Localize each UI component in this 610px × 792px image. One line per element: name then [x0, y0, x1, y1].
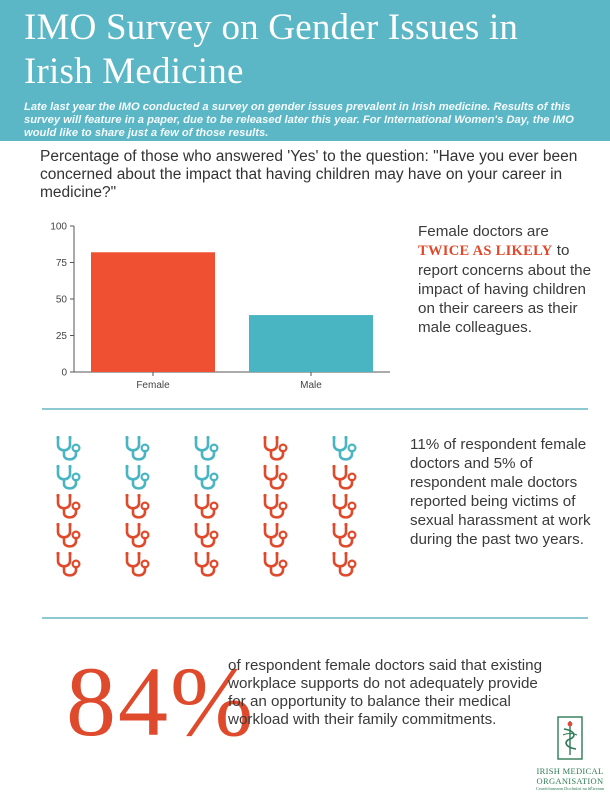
- stethoscope-icon: [194, 464, 219, 490]
- stethoscope-icon: [263, 464, 288, 490]
- x-tick-label: Male: [300, 380, 322, 391]
- stethoscope-grid: [56, 436, 357, 577]
- stethoscope-icon: [332, 436, 357, 461]
- note-post: to report concerns about the impact of h…: [418, 242, 592, 336]
- workplace-note: of respondent female doctors said that e…: [228, 657, 543, 728]
- stethoscope-icon: [194, 436, 219, 461]
- stethoscope-icon: [125, 551, 150, 577]
- y-tick-label: 100: [50, 222, 67, 233]
- stethoscope-icon: [263, 551, 288, 577]
- bar-female: [91, 252, 215, 372]
- survey-question: Percentage of those who answered 'Yes' t…: [40, 148, 578, 201]
- harassment-note: 11% of respondent female doctors and 5% …: [410, 436, 591, 548]
- logo-line2: ORGANISATION: [536, 776, 604, 786]
- stethoscope-icon: [56, 464, 81, 490]
- stethoscope-icon: [125, 464, 150, 490]
- intro-text: Late last year the IMO conducted a surve…: [24, 101, 574, 139]
- stethoscope-icon: [263, 436, 288, 461]
- caduceus-icon: [557, 716, 583, 760]
- x-tick-label: Female: [136, 380, 170, 391]
- stethoscope-icon: [56, 522, 81, 548]
- note-pre: Female doctors are: [418, 223, 549, 240]
- stethoscope-icon: [194, 551, 219, 577]
- stethoscope-icon: [263, 493, 288, 519]
- workplace-percent: 84%: [66, 646, 256, 757]
- children-concern-note: Female doctors are TWICE AS LIKELY to re…: [418, 222, 598, 337]
- stethoscope-icon: [56, 493, 81, 519]
- stethoscope-icon: [125, 522, 150, 548]
- note-emphasis: TWICE AS LIKELY: [418, 243, 553, 259]
- stethoscope-icon: [332, 493, 357, 519]
- stethoscope-icon: [194, 522, 219, 548]
- page-title: IMO Survey on Gender Issues in Irish Med…: [24, 7, 519, 92]
- y-tick-label: 75: [56, 258, 68, 269]
- y-tick-label: 25: [56, 331, 68, 342]
- logo-line1: IRISH MEDICAL: [536, 766, 604, 776]
- section-divider: [42, 617, 588, 619]
- bar-chart: 0 25 50 75 100 Female Male: [50, 222, 390, 391]
- y-tick-label: 50: [56, 295, 68, 306]
- stethoscope-icon: [263, 522, 288, 548]
- header-banner: IMO Survey on Gender Issues in Irish Med…: [0, 0, 610, 141]
- stethoscope-icon: [332, 522, 357, 548]
- stethoscope-icon: [332, 464, 357, 490]
- y-tick-label: 0: [61, 368, 67, 379]
- stethoscope-icon: [56, 551, 81, 577]
- stethoscope-icon: [125, 493, 150, 519]
- stethoscope-icon: [194, 493, 219, 519]
- section-divider: [42, 408, 588, 410]
- stethoscope-icon: [332, 551, 357, 577]
- stethoscope-icon: [56, 436, 81, 461]
- logo-line3: Ceardchumann Dochtúirí na hÉireann: [535, 786, 605, 791]
- stethoscope-icon: [125, 436, 150, 461]
- bar-male: [249, 315, 373, 372]
- imo-logo: IRISH MEDICAL ORGANISATION Ceardchumann …: [530, 715, 610, 792]
